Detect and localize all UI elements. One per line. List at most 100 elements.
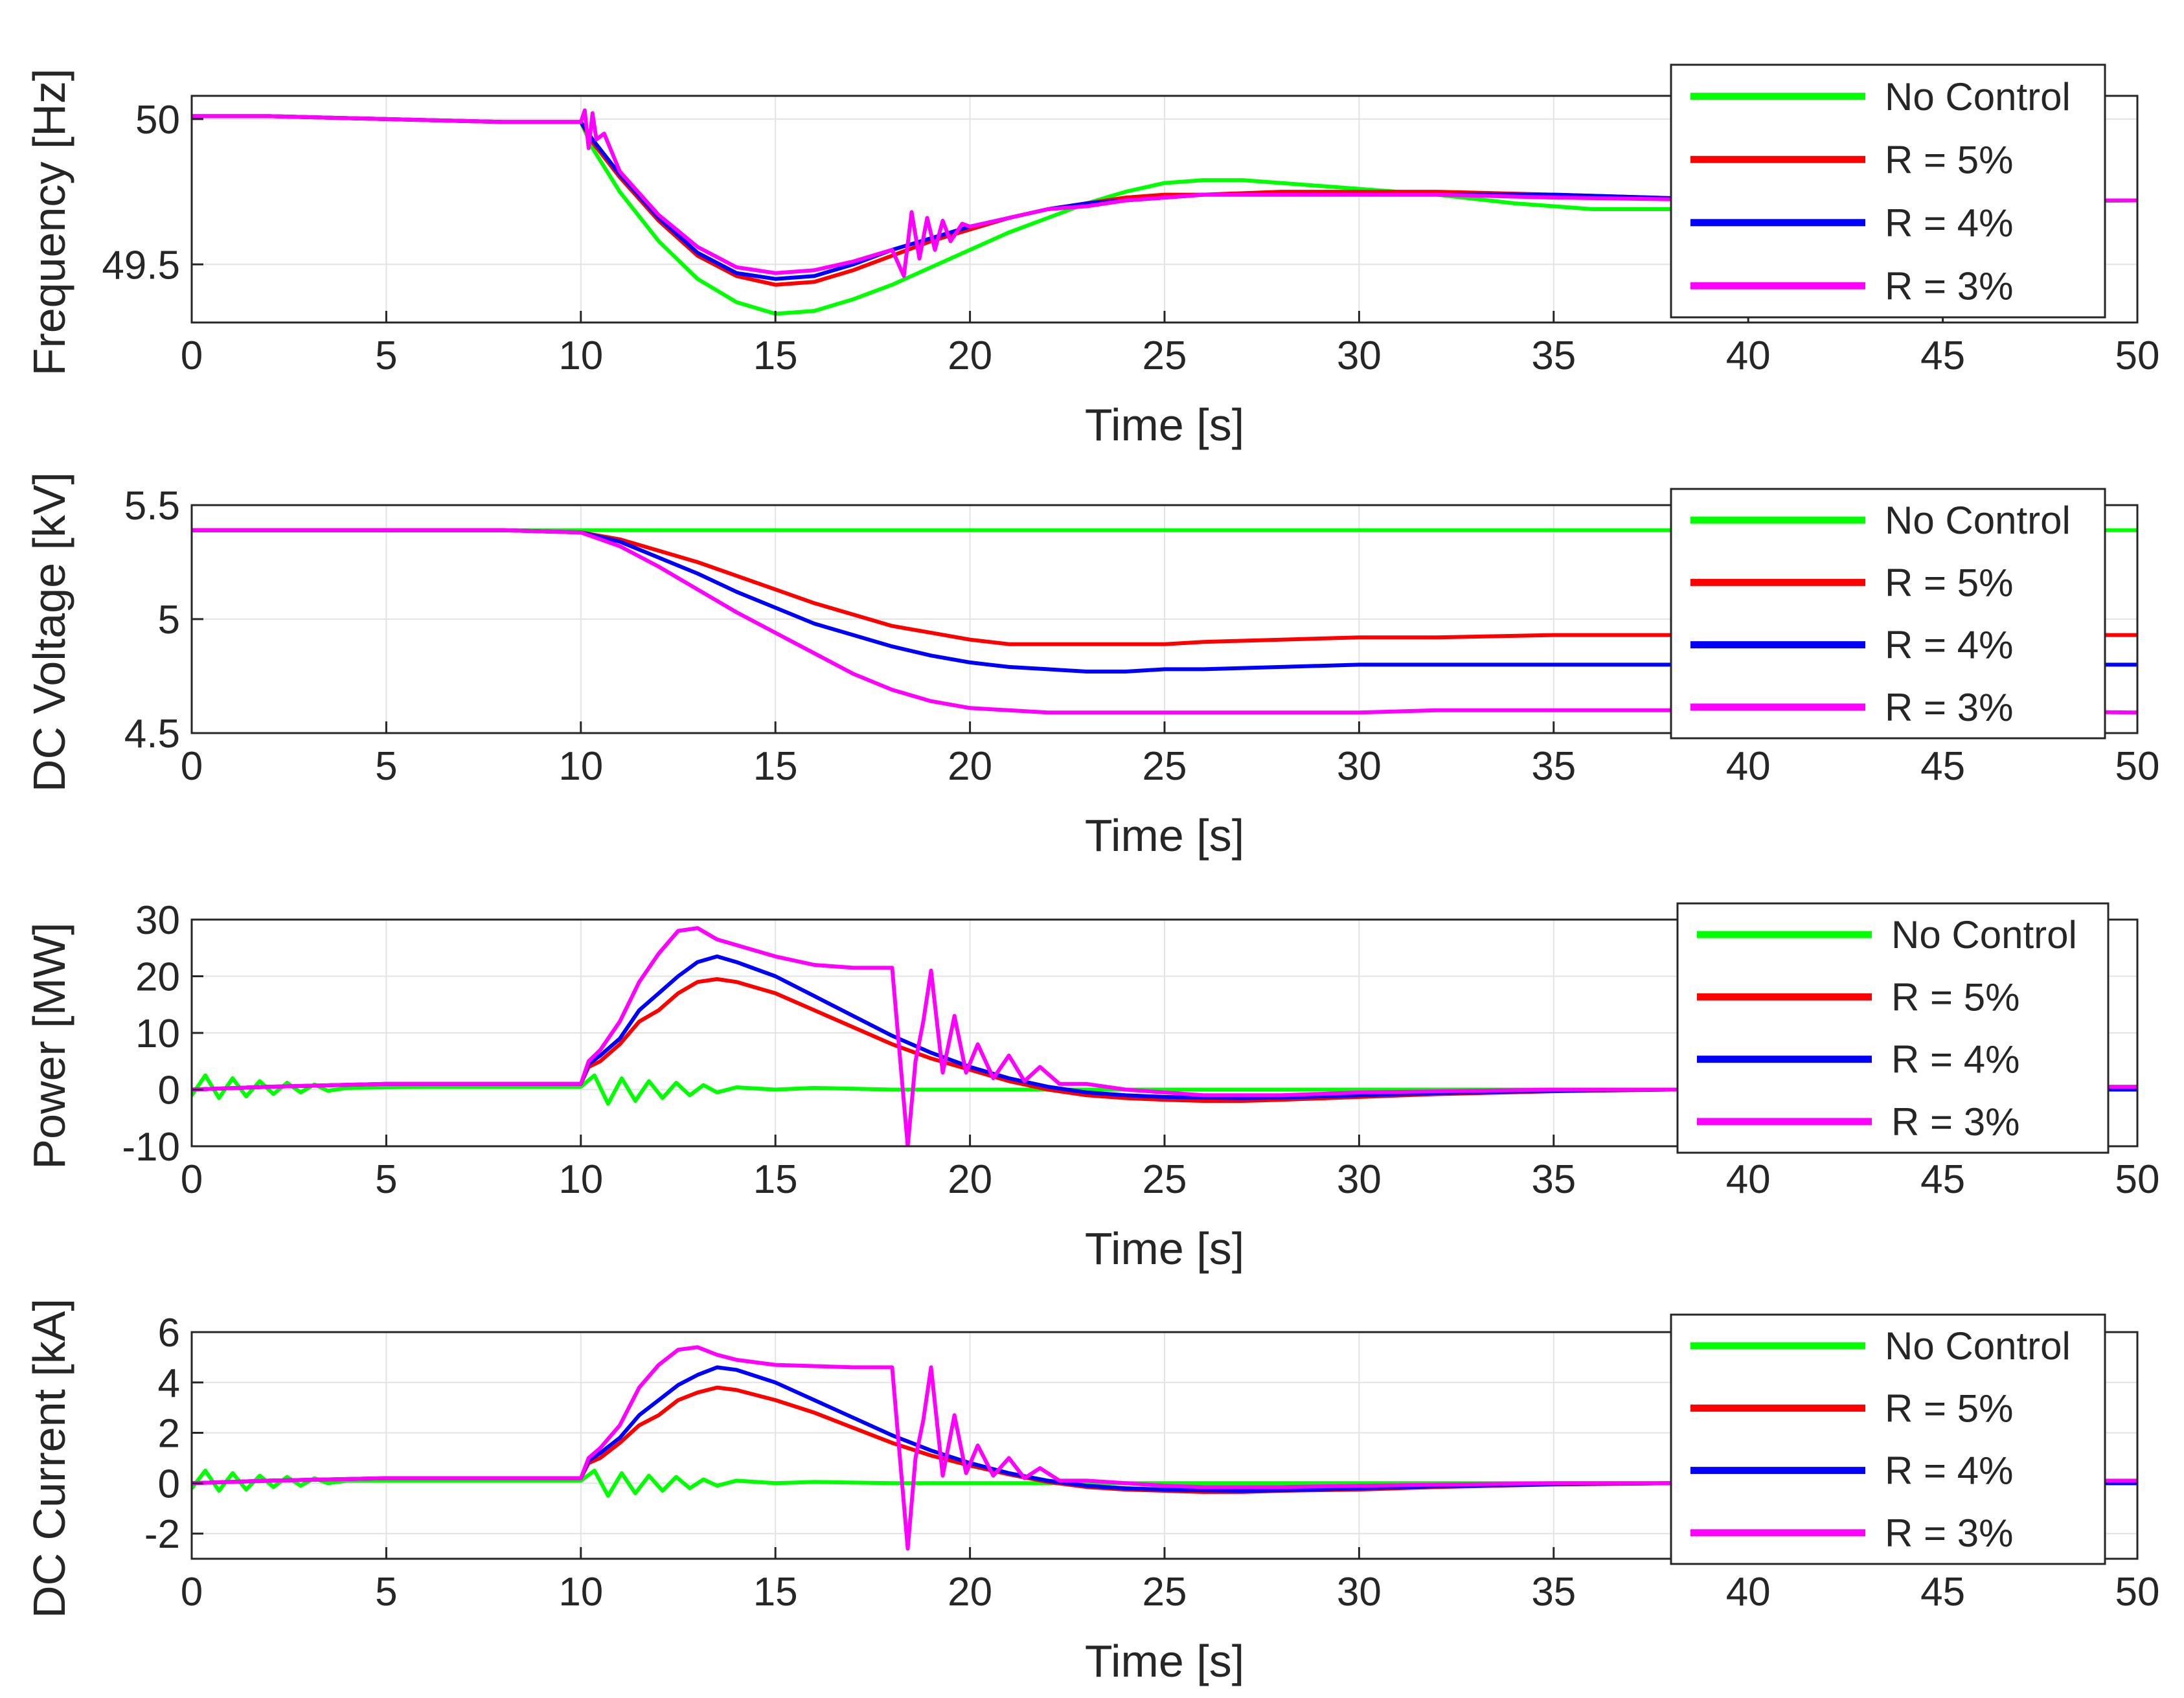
series-line-no-control [192,1468,2137,1498]
x-tick-label: 20 [948,1157,992,1202]
legend-label-r-5: R = 5% [1885,1387,2013,1430]
legend-label-r-4: R = 4% [1885,624,2013,667]
series-lines [192,1345,2137,1551]
legend-label-no-control: No Control [1885,1324,2071,1368]
series-lines [192,108,2137,316]
x-tick-label: 0 [181,744,203,789]
y-axis-label: DC Voltage [kV] [24,472,74,792]
x-tick-label: 45 [1920,744,1965,789]
x-tick-label: 5 [375,744,397,789]
legend-label-r-3: R = 3% [1885,1511,2013,1555]
y-tick-label: 20 [135,955,180,1000]
series-line-r-4 [192,954,2137,1100]
x-axis-label: Time [s] [1085,1636,1244,1686]
x-tick-label: 35 [1531,1157,1576,1202]
legend-label-r-5: R = 5% [1891,975,2019,1019]
x-tick-label: 50 [2115,1570,2160,1614]
x-tick-label: 45 [1920,334,1965,378]
x-tick-label: 5 [375,334,397,378]
x-tick-label: 25 [1143,744,1187,789]
x-tick-label: 45 [1920,1157,1965,1202]
x-tick-label: 25 [1143,334,1187,378]
series-line-r-3 [192,528,2137,715]
x-tick-label: 15 [753,1157,798,1202]
series-lines [192,926,2137,1146]
x-tick-label: 50 [2115,744,2160,789]
x-tick-label: 40 [1726,334,1771,378]
y-axis-label: DC Current [kA] [24,1298,74,1618]
legend-label-r-3: R = 3% [1885,686,2013,729]
y-tick-label: 4 [158,1361,180,1406]
x-tick-label: 25 [1143,1570,1187,1614]
series-line-r-5 [192,528,2137,646]
x-tick-label: 20 [948,334,992,378]
x-tick-label: 10 [558,1157,603,1202]
legend: No Control R = 5% R = 4% R = 3% [1670,488,2106,740]
series-line-no-control [192,1073,2137,1106]
x-tick-label: 10 [558,334,603,378]
x-tick-label: 15 [753,744,798,789]
legend-label-r-3: R = 3% [1885,264,2013,308]
y-tick-label: 50 [135,98,180,142]
x-tick-label: 10 [558,1570,603,1614]
legend-label-r-5: R = 5% [1885,138,2013,181]
x-tick-label: 15 [753,334,798,378]
legend-label-r-4: R = 4% [1885,201,2013,245]
y-tick-label: 4.5 [124,712,180,756]
x-axis-label: Time [s] [1085,1223,1244,1274]
x-tick-label: 30 [1337,1157,1382,1202]
x-tick-label: 30 [1337,744,1382,789]
x-tick-label: 35 [1531,744,1576,789]
x-tick-label: 50 [2115,334,2160,378]
legend-label-no-control: No Control [1885,75,2071,119]
x-tick-label: 35 [1531,1570,1576,1614]
x-tick-label: 30 [1337,334,1382,378]
legend-box [1676,902,2110,1154]
y-axis-label: Power [MW] [24,922,74,1169]
series-line-r-4 [192,1365,2137,1493]
x-axis-label: Time [s] [1085,810,1244,861]
series-line-r-3 [192,926,2137,1146]
x-tick-label: 40 [1726,744,1771,789]
x-tick-label: 15 [753,1570,798,1614]
y-tick-label: -10 [122,1125,180,1170]
y-tick-label: -2 [144,1512,180,1557]
legend-label-no-control: No Control [1885,499,2071,542]
x-tick-label: 10 [558,744,603,789]
y-tick-label: 2 [158,1412,180,1456]
panel-1: 0 5 10 15 20 25 30 35 40 45 50 49.5 50 Time [s] Freque… [24,63,2160,450]
x-axis-label: Time [s] [1085,400,1244,450]
legend-label-r-3: R = 3% [1891,1100,2019,1144]
legend: No Control R = 5% R = 4% R = 3% [1676,902,2110,1154]
x-tick-label: 0 [181,334,203,378]
legend: No Control R = 5% R = 4% R = 3% [1670,63,2106,319]
x-tick-label: 0 [181,1570,203,1614]
legend-label-r-5: R = 5% [1885,561,2013,604]
x-tick-label: 50 [2115,1157,2160,1202]
x-tick-label: 20 [948,744,992,789]
legend-box [1670,63,2106,319]
legend-box [1670,488,2106,740]
series-line-r-4 [192,528,2137,674]
legend-label-no-control: No Control [1891,913,2077,957]
y-tick-label: 5 [158,598,180,642]
y-tick-label: 30 [135,898,180,943]
x-tick-label: 0 [181,1157,203,1202]
y-tick-label: 6 [158,1311,180,1355]
y-tick-label: 49.5 [102,243,180,288]
x-tick-label: 5 [375,1157,397,1202]
y-tick-label: 10 [135,1012,180,1056]
x-tick-label: 35 [1531,334,1576,378]
x-tick-label: 25 [1143,1157,1187,1202]
x-tick-label: 20 [948,1570,992,1614]
x-tick-label: 30 [1337,1570,1382,1614]
legend-box [1670,1313,2106,1565]
series-line-r-3 [192,108,2137,278]
series-line-no-control [192,114,2137,316]
x-tick-label: 45 [1920,1570,1965,1614]
y-tick-label: 0 [158,1462,180,1506]
legend-label-r-4: R = 4% [1885,1449,2013,1493]
